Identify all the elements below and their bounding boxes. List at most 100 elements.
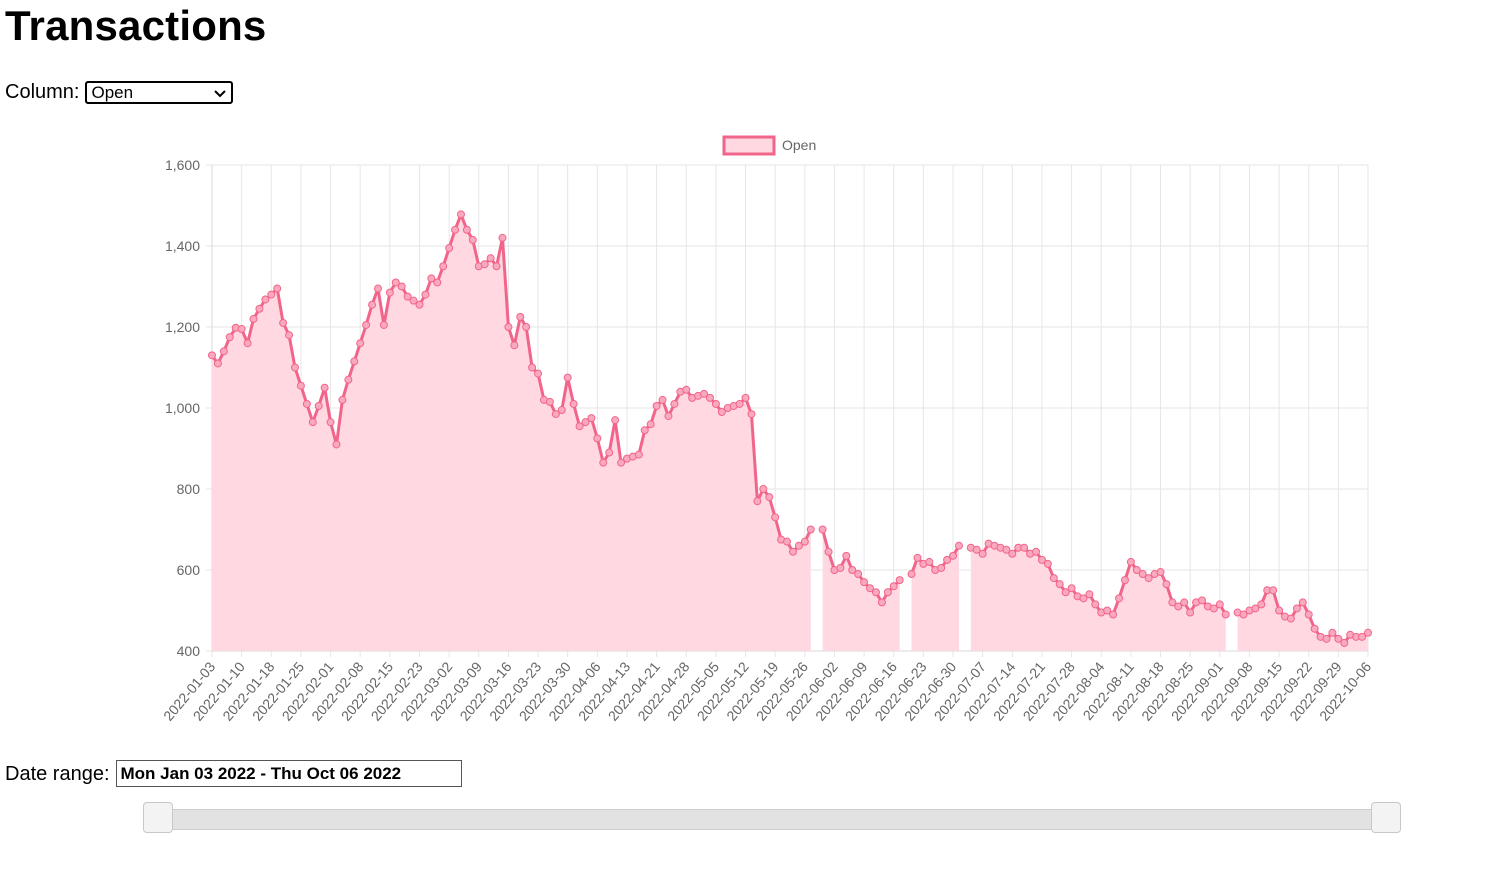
data-point[interactable] [208, 351, 216, 360]
data-point[interactable] [1144, 574, 1153, 583]
data-point[interactable] [439, 262, 448, 271]
data-point[interactable] [403, 292, 412, 301]
data-point[interactable] [1091, 600, 1100, 609]
data-point[interactable] [1334, 634, 1343, 643]
data-point[interactable] [433, 278, 442, 287]
data-point[interactable] [599, 458, 608, 467]
data-point[interactable] [800, 537, 809, 546]
data-point[interactable] [563, 373, 572, 382]
data-point[interactable] [498, 233, 507, 242]
data-point[interactable] [587, 414, 596, 423]
data-point[interactable] [391, 278, 400, 287]
data-point[interactable] [1340, 638, 1349, 647]
data-point[interactable] [783, 537, 792, 546]
data-point[interactable] [308, 418, 317, 427]
data-point[interactable] [522, 323, 531, 331]
data-point[interactable] [664, 412, 673, 421]
data-point[interactable] [836, 563, 845, 572]
data-point[interactable] [735, 399, 744, 408]
slider-handle-end[interactable] [1371, 802, 1401, 833]
data-point[interactable] [219, 347, 228, 356]
data-point[interactable] [1032, 547, 1041, 556]
data-point[interactable] [1008, 549, 1017, 558]
data-point[interactable] [320, 383, 329, 392]
data-point[interactable] [848, 566, 857, 574]
data-point[interactable] [860, 578, 869, 587]
data-point[interactable] [332, 440, 341, 449]
data-point[interactable] [1126, 557, 1135, 566]
date-range-input[interactable]: Mon Jan 03 2022 - Thu Oct 06 2022 [115, 760, 462, 787]
data-point[interactable] [978, 549, 987, 558]
data-point[interactable] [1020, 543, 1029, 552]
data-point[interactable] [937, 563, 946, 572]
data-point[interactable] [302, 399, 311, 408]
data-point[interactable] [356, 339, 365, 348]
data-point[interactable] [949, 551, 958, 560]
data-point[interactable] [1043, 559, 1052, 568]
data-point[interactable] [267, 290, 276, 299]
data-point[interactable] [753, 497, 762, 506]
data-point[interactable] [640, 426, 649, 435]
data-point[interactable] [824, 547, 833, 556]
data-point[interactable] [249, 314, 258, 323]
data-point[interactable] [273, 284, 282, 293]
data-point[interactable] [1109, 610, 1118, 619]
data-point[interactable] [1275, 606, 1284, 615]
data-point[interactable] [1115, 594, 1124, 603]
data-point[interactable] [1061, 588, 1070, 597]
data-point[interactable] [397, 282, 406, 291]
data-point[interactable] [243, 339, 252, 348]
data-point[interactable] [711, 399, 720, 408]
data-point[interactable] [1298, 598, 1307, 607]
data-point[interactable] [1358, 632, 1367, 641]
data-point[interactable] [1215, 600, 1224, 609]
data-point[interactable] [943, 555, 952, 564]
data-point[interactable] [557, 406, 566, 415]
data-point[interactable] [516, 312, 525, 321]
data-point[interactable] [551, 410, 560, 419]
data-point[interactable] [480, 260, 489, 269]
data-point[interactable] [409, 296, 418, 305]
data-point[interactable] [237, 325, 246, 334]
data-point[interactable] [889, 582, 898, 591]
chart-legend[interactable]: Open [722, 135, 816, 156]
data-point[interactable] [646, 420, 655, 429]
data-point[interactable] [225, 333, 234, 342]
data-point[interactable] [1198, 596, 1207, 605]
data-point[interactable] [765, 493, 774, 502]
data-point[interactable] [788, 547, 797, 556]
data-point[interactable] [456, 210, 465, 219]
data-point[interactable] [314, 401, 323, 410]
data-point[interactable] [468, 235, 477, 244]
data-point[interactable] [1304, 610, 1313, 619]
data-point[interactable] [581, 418, 590, 427]
data-point[interactable] [290, 363, 299, 372]
data-point[interactable] [255, 304, 264, 313]
data-point[interactable] [326, 418, 335, 427]
data-point[interactable] [451, 225, 460, 234]
data-point[interactable] [1251, 604, 1260, 613]
data-point[interactable] [759, 485, 768, 493]
data-point[interactable] [1067, 584, 1076, 593]
data-point[interactable] [871, 588, 880, 597]
data-point[interactable] [895, 576, 904, 585]
data-point[interactable] [705, 393, 714, 402]
data-point[interactable] [818, 525, 827, 534]
data-point[interactable] [842, 551, 851, 560]
data-point[interactable] [1168, 598, 1177, 607]
data-point[interactable] [1364, 628, 1372, 637]
data-point[interactable] [1079, 594, 1088, 603]
data-point[interactable] [1162, 580, 1171, 589]
data-point[interactable] [279, 318, 288, 327]
data-point[interactable] [569, 399, 578, 408]
data-point[interactable] [528, 363, 537, 372]
data-point[interactable] [415, 300, 424, 309]
data-point[interactable] [1286, 614, 1295, 623]
data-point[interactable] [421, 290, 430, 299]
data-point[interactable] [492, 262, 501, 271]
data-point[interactable] [794, 541, 803, 550]
data-point[interactable] [925, 557, 934, 566]
data-point[interactable] [670, 399, 679, 408]
data-point[interactable] [350, 357, 359, 366]
data-point[interactable] [338, 395, 347, 404]
